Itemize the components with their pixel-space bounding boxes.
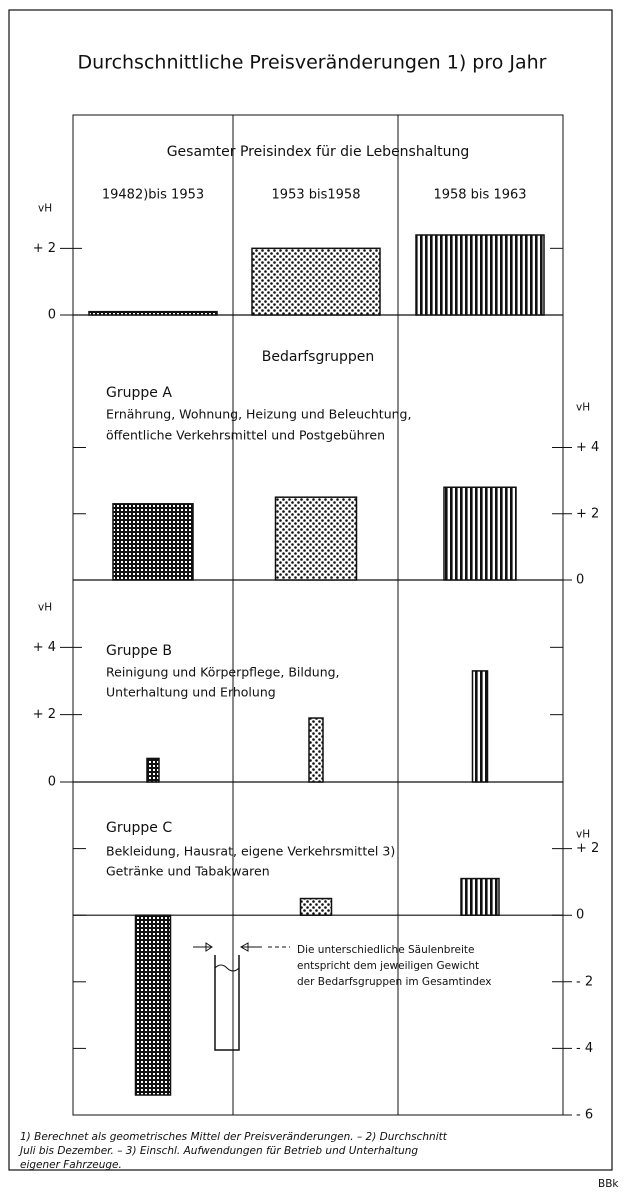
y-axis-unit: vH <box>38 601 52 613</box>
group-description: öffentliche Verkehrsmittel und Postgebüh… <box>106 428 385 443</box>
group-description: Bekleidung, Hausrat, eigene Verkehrsmitt… <box>106 844 395 859</box>
y-tick-label: - 2 <box>576 974 593 989</box>
period-label: 19482)bis 1953 <box>102 188 204 203</box>
note-line: der Bedarfsgruppen im Gesamtindex <box>297 976 492 988</box>
bar <box>112 503 194 581</box>
arrowhead <box>205 942 213 952</box>
frame <box>8 9 613 1171</box>
plot-frame <box>72 114 564 1116</box>
section-heading: Bedarfsgruppen <box>262 349 374 365</box>
group-title: Gruppe B <box>106 643 172 659</box>
y-tick-label: + 2 <box>576 506 599 521</box>
period-label: 1953 bis1958 <box>272 188 361 203</box>
group-description: Ernährung, Wohnung, Heizung und Beleucht… <box>106 407 411 422</box>
group-description: Getränke und Tabakwaren <box>106 864 270 879</box>
bar <box>471 670 489 783</box>
y-tick-label: + 4 <box>576 440 599 455</box>
y-axis-unit: vH <box>38 202 52 214</box>
y-tick-label: - 4 <box>576 1041 593 1056</box>
bar <box>134 914 172 1096</box>
page-title: Durchschnittliche Preisveränderungen 1) … <box>78 52 547 74</box>
y-axis-unit: vH <box>576 402 590 414</box>
bar <box>443 486 517 581</box>
note-line: Die unterschiedliche Säulenbreite <box>297 944 475 956</box>
footnote: Juli bis Dezember. – 3) Einschl. Aufwend… <box>18 1145 418 1157</box>
group-title: Gruppe A <box>106 385 172 401</box>
group-title: Gruppe C <box>106 820 172 836</box>
group-description: Unterhaltung und Erholung <box>106 685 276 700</box>
y-tick-label: + 2 <box>33 707 56 722</box>
footnote: eigener Fahrzeuge. <box>20 1159 122 1171</box>
bar <box>308 717 324 783</box>
panel-title: Gesamter Preisindex für die Lebenshaltun… <box>167 144 470 160</box>
y-tick-label: - 6 <box>576 1108 593 1123</box>
sample-column <box>214 955 240 1051</box>
y-tick-label: 0 <box>576 573 584 588</box>
bar <box>88 310 218 316</box>
y-tick-label: 0 <box>48 308 56 323</box>
bar <box>299 897 333 916</box>
arrowhead <box>239 942 249 952</box>
footnote: 1) Berechnet als geometrisches Mittel de… <box>20 1131 448 1143</box>
y-tick-label: 0 <box>576 908 584 923</box>
bar <box>251 247 381 316</box>
y-tick-label: + 4 <box>33 640 56 655</box>
bar <box>415 234 545 316</box>
period-label: 1958 bis 1963 <box>433 188 526 203</box>
source: BBk <box>598 1178 619 1190</box>
y-axis-unit: vH <box>576 829 590 841</box>
group-description: Reinigung und Körperpflege, Bildung, <box>106 665 340 680</box>
y-tick-label: 0 <box>48 775 56 790</box>
note-line: entspricht dem jeweiligen Gewicht <box>297 960 479 972</box>
bar <box>460 877 500 916</box>
weight-legend <box>193 942 290 1051</box>
bar <box>274 496 358 581</box>
wave <box>214 964 240 972</box>
y-tick-label: + 2 <box>33 241 56 256</box>
bar <box>146 757 160 783</box>
y-tick-label: + 2 <box>576 841 599 856</box>
